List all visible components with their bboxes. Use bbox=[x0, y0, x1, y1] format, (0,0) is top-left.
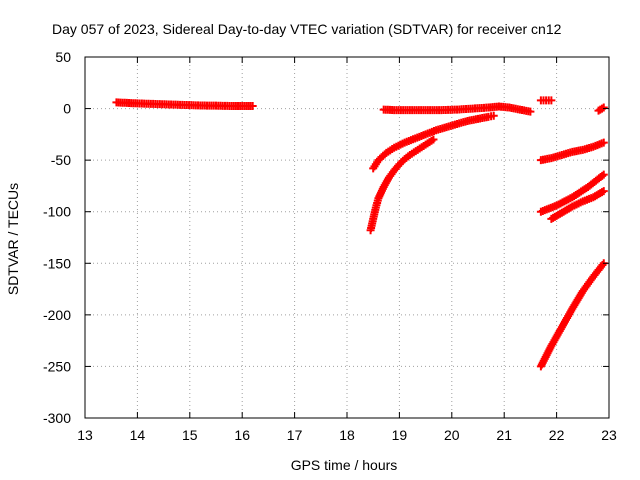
y-tick-label: 0 bbox=[63, 101, 71, 117]
data-series bbox=[112, 98, 257, 110]
data-point bbox=[599, 170, 608, 179]
x-tick-label: 19 bbox=[392, 427, 408, 443]
x-tick-label: 21 bbox=[496, 427, 512, 443]
y-tick-label: -250 bbox=[43, 358, 71, 374]
chart-title: Day 057 of 2023, Sidereal Day-to-day VTE… bbox=[52, 21, 562, 37]
y-tick-label: -200 bbox=[43, 307, 71, 323]
x-tick-label: 17 bbox=[287, 427, 303, 443]
y-tick-label: -50 bbox=[51, 152, 71, 168]
data-point bbox=[599, 187, 608, 196]
x-axis-label: GPS time / hours bbox=[291, 457, 398, 473]
x-tick-label: 20 bbox=[444, 427, 460, 443]
data-series bbox=[536, 259, 608, 371]
axis-ticks bbox=[84, 56, 610, 419]
y-tick-label: -300 bbox=[43, 410, 71, 426]
y-axis-label: SDTVAR / TECUs bbox=[5, 183, 21, 295]
x-tick-label: 22 bbox=[549, 427, 565, 443]
data-series bbox=[547, 187, 608, 223]
y-tick-label: 50 bbox=[55, 49, 71, 65]
data-point bbox=[248, 101, 257, 110]
y-tick-label: -100 bbox=[43, 204, 71, 220]
data-point bbox=[547, 96, 556, 105]
data-point-fill bbox=[598, 171, 607, 180]
data-point bbox=[526, 107, 535, 116]
y-tick-label: -150 bbox=[43, 255, 71, 271]
data-series bbox=[594, 103, 608, 115]
x-tick-label: 14 bbox=[130, 427, 146, 443]
data-series bbox=[379, 102, 535, 116]
data-series bbox=[369, 111, 498, 173]
x-tick-label: 23 bbox=[601, 427, 617, 443]
x-tick-label: 16 bbox=[234, 427, 250, 443]
x-tick-label: 13 bbox=[77, 427, 93, 443]
data-point bbox=[429, 135, 438, 144]
x-tick-label: 18 bbox=[339, 427, 355, 443]
data-point bbox=[599, 138, 608, 147]
data-point bbox=[599, 103, 608, 112]
data-points bbox=[112, 96, 608, 371]
data-series bbox=[536, 170, 608, 216]
x-tick-label: 15 bbox=[182, 427, 198, 443]
data-series bbox=[536, 96, 556, 105]
data-series bbox=[366, 135, 438, 235]
data-point bbox=[489, 111, 498, 120]
data-series bbox=[536, 138, 608, 165]
tick-labels: 13 14 15 16 17 18 19 20 21 22 23 50 0 -50 -100 -150 -200… bbox=[43, 49, 617, 443]
